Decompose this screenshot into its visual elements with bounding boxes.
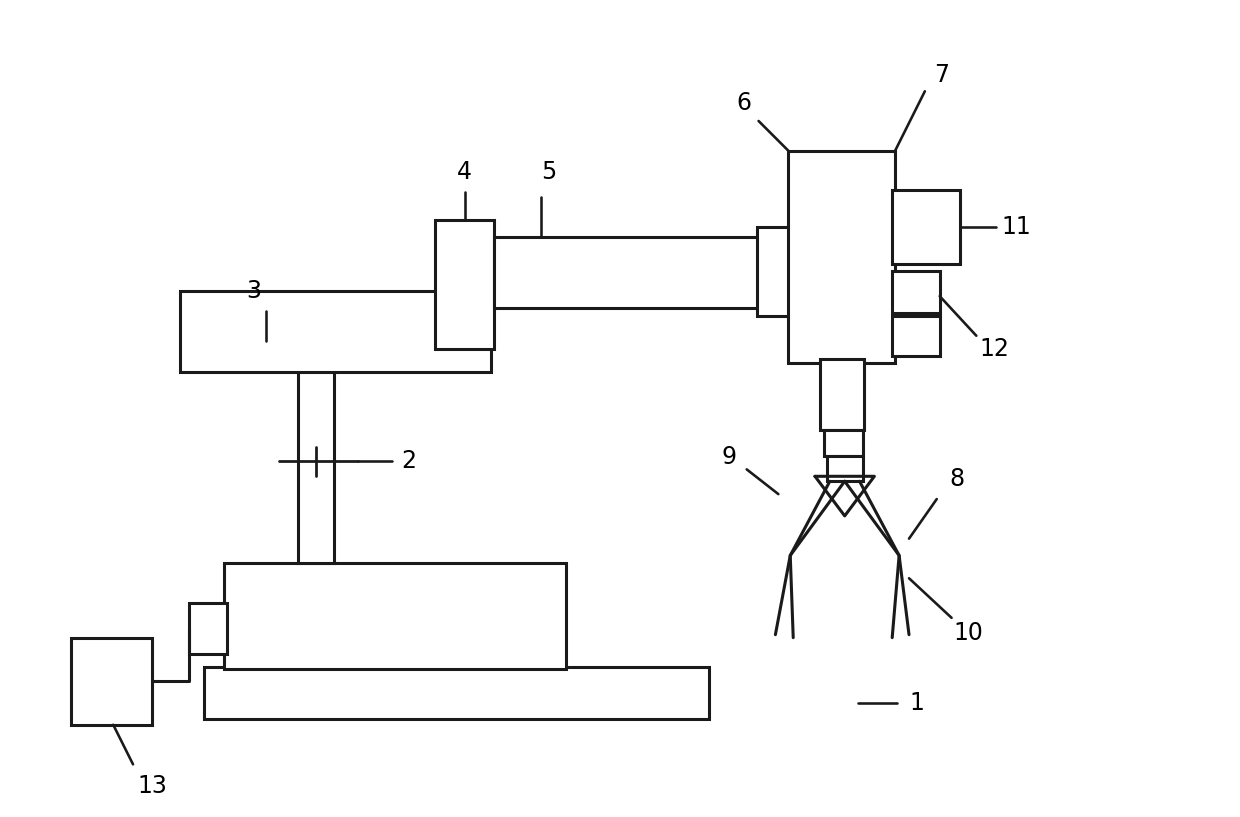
Text: 12: 12 [980,337,1009,360]
Text: 11: 11 [1001,215,1030,239]
Text: 6: 6 [737,92,751,115]
Text: 2: 2 [402,449,417,474]
Text: 3: 3 [247,279,262,303]
Bar [823,430,863,456]
Bar [827,456,863,481]
Bar [893,190,960,265]
Bar [71,637,151,725]
Text: 4: 4 [458,160,472,185]
Text: 8: 8 [949,467,963,491]
Bar [789,150,895,364]
Text: 7: 7 [934,64,949,87]
Bar [495,237,760,308]
Bar [224,564,565,669]
Bar [820,359,864,430]
Text: 10: 10 [954,621,983,645]
Bar [435,220,495,349]
Text: 5: 5 [541,160,557,185]
Bar [180,291,491,373]
Bar [893,316,940,355]
Bar [205,667,709,719]
Bar [299,341,334,564]
Text: 1: 1 [909,691,924,715]
Bar [756,227,791,316]
Text: 9: 9 [722,445,737,470]
Bar [893,271,940,313]
Bar [190,603,227,654]
Text: 13: 13 [138,775,167,798]
